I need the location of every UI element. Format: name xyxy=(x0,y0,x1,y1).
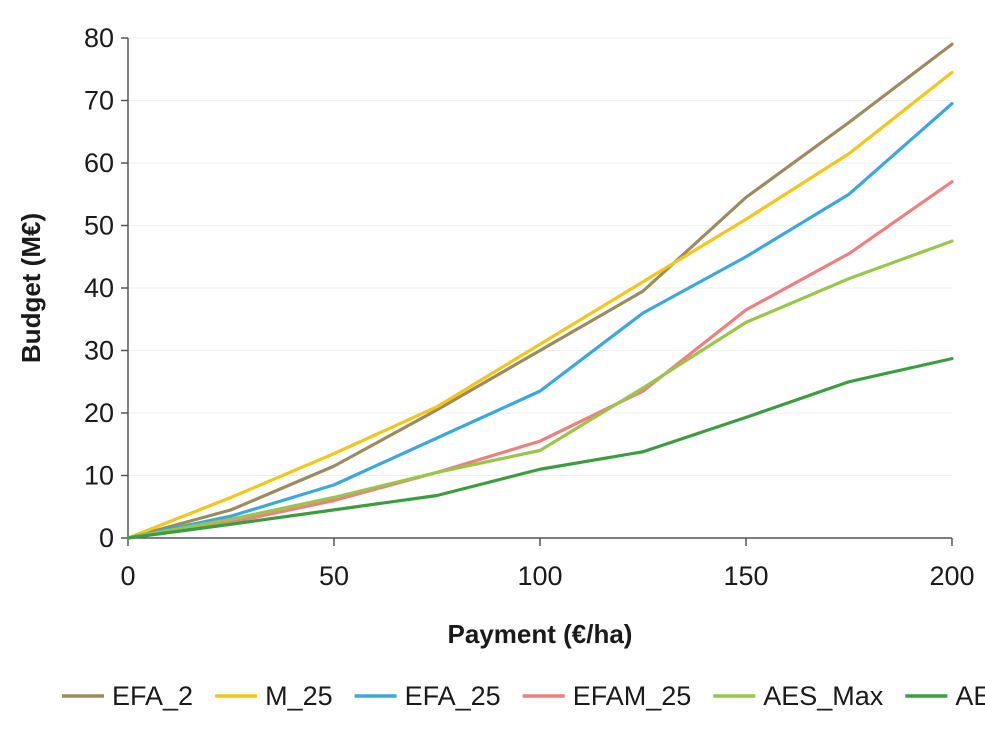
legend-label: AES_MaxC xyxy=(955,681,985,711)
legend-item: M_25 xyxy=(215,681,333,711)
tick-labels: 0 10 20 30 40 50 60 70 80 0 50 100 150 200 xyxy=(84,23,975,591)
legend: EFA_2 M_25 EFA_25 EFAM_25 AES_Max AES_MaxC xyxy=(62,681,985,711)
y-tick-label: 10 xyxy=(84,461,114,491)
x-tick-label: 100 xyxy=(517,561,562,591)
y-tick-label: 60 xyxy=(84,148,114,178)
y-tick-label: 80 xyxy=(84,23,114,53)
series-line-aes-maxc xyxy=(126,357,954,540)
series-lines xyxy=(126,42,954,540)
y-tick-label: 50 xyxy=(84,211,114,241)
x-tick-label: 200 xyxy=(929,561,974,591)
y-tick-label: 0 xyxy=(99,523,114,553)
legend-item: EFA_2 xyxy=(62,681,193,711)
legend-item: EFA_25 xyxy=(354,681,501,711)
legend-label: EFA_2 xyxy=(112,681,193,711)
x-tick-label: 50 xyxy=(319,561,349,591)
gridlines xyxy=(128,37,952,476)
series-line-m-25 xyxy=(126,70,954,540)
y-axis-title: Budget (M€) xyxy=(16,213,46,363)
legend-item: EFAM_25 xyxy=(522,681,692,711)
series-line-efam-25 xyxy=(126,180,954,540)
series-line-efa-25 xyxy=(126,102,954,540)
x-tick-label: 150 xyxy=(723,561,768,591)
series-line-efa-2 xyxy=(126,42,954,540)
legend-label: AES_Max xyxy=(763,681,884,711)
y-tick-label: 40 xyxy=(84,273,114,303)
legend-label: EFAM_25 xyxy=(573,681,692,711)
legend-label: M_25 xyxy=(265,681,333,711)
axes xyxy=(121,37,953,546)
x-tick-label: 0 xyxy=(120,561,135,591)
legend-item: AES_MaxC xyxy=(905,681,985,711)
x-axis-title: Payment (€/ha) xyxy=(448,619,633,649)
legend-item: AES_Max xyxy=(713,681,884,711)
y-tick-label: 30 xyxy=(84,336,114,366)
legend-label: EFA_25 xyxy=(405,681,501,711)
series-line-aes-max xyxy=(126,239,954,540)
y-tick-label: 70 xyxy=(84,86,114,116)
y-tick-label: 20 xyxy=(84,398,114,428)
